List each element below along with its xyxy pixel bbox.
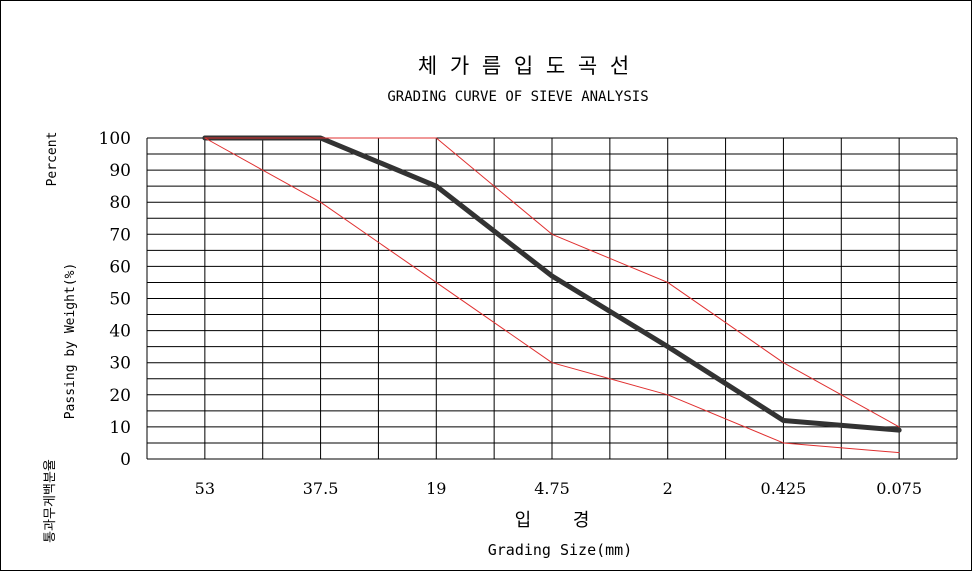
y-tick-label: 20: [109, 386, 131, 406]
y-tick-label: 90: [109, 161, 131, 181]
x-category-label: 0.075: [876, 479, 922, 498]
x-category-label: 19: [426, 479, 446, 498]
x-category-label: 53: [195, 479, 215, 498]
y-tick-label: 60: [109, 257, 131, 277]
y-tick-label: 50: [109, 290, 131, 310]
grid-lines: [146, 137, 958, 460]
y-tick-label: 70: [109, 225, 131, 245]
chart-subtitle: GRADING CURVE OF SIEVE ANALYSIS: [387, 89, 648, 105]
y-tick-label: 40: [109, 322, 131, 342]
y-axis-label: Passing by Weight(%): [63, 263, 78, 420]
data-series: [202, 135, 902, 454]
y-tick-label: 80: [109, 193, 131, 213]
x-category-label: 37.5: [303, 479, 339, 498]
x-category-label: 4.75: [534, 479, 570, 498]
x-category-label: 0.425: [761, 479, 807, 498]
y-axis-label-top: Percent: [45, 132, 60, 187]
x-category-labels: 53 37.5 19 4.75 2 0.425 0.075: [195, 479, 922, 498]
chart-title: 체 가 름 입 도 곡 선: [418, 54, 632, 78]
lower-limit-line: [204, 137, 900, 454]
x-category-label: 2: [663, 479, 673, 498]
y-axis-label-korean: 통과무게백분율: [43, 459, 58, 543]
y-tick-label: 0: [120, 450, 131, 470]
y-tick-label: 30: [109, 354, 131, 374]
x-axis-label: Grading Size(mm): [488, 541, 633, 559]
y-tick-label: 100: [99, 129, 131, 149]
upper-limit-line: [204, 137, 900, 428]
y-tick-label: 10: [109, 418, 131, 438]
x-axis-label-korean: 입 경: [515, 510, 608, 531]
